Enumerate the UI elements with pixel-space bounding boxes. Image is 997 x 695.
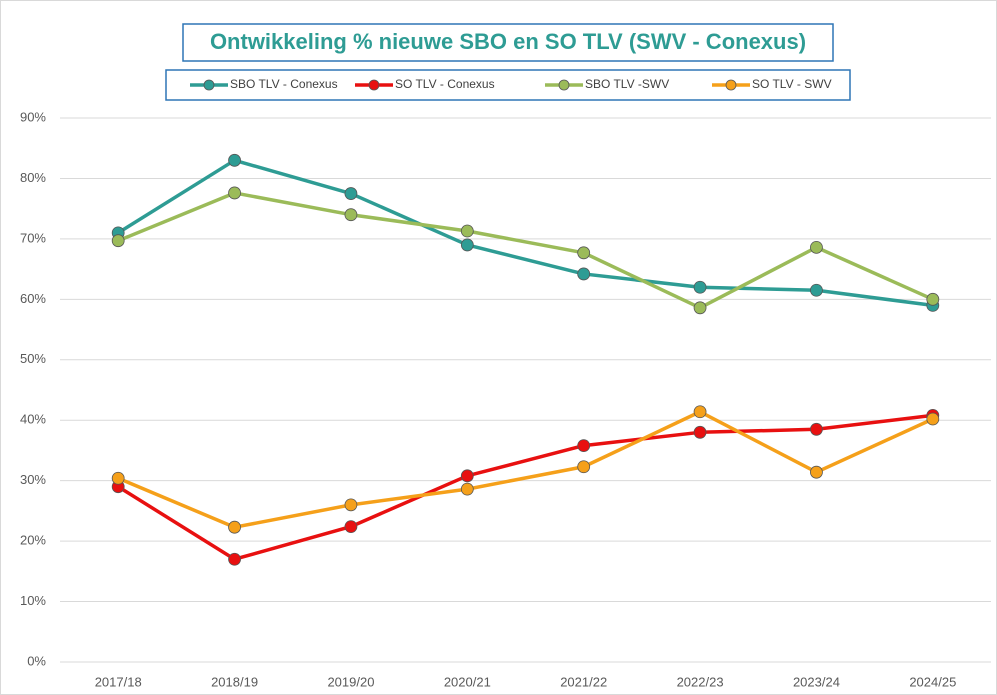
y-tick-label: 30% <box>20 472 46 487</box>
y-tick-label: 70% <box>20 230 46 245</box>
data-point <box>926 292 940 306</box>
data-point <box>810 422 823 436</box>
legend-marker <box>203 79 215 91</box>
data-point <box>228 153 241 167</box>
legend-marker <box>368 79 380 91</box>
series-line <box>117 413 934 561</box>
x-tick-label: 2020/21 <box>444 674 491 689</box>
y-tick-label: 20% <box>20 533 46 548</box>
data-point <box>577 267 591 281</box>
y-tick-label: 80% <box>20 170 46 185</box>
legend-label: SBO TLV -SWV <box>585 77 669 91</box>
legend-label: SO TLV - Conexus <box>395 77 495 91</box>
series-line <box>117 191 934 310</box>
data-point <box>693 405 707 419</box>
legend-label: SBO TLV - Conexus <box>230 77 338 91</box>
data-point <box>460 482 474 496</box>
data-point <box>460 224 474 238</box>
x-tick-label: 2017/18 <box>95 674 142 689</box>
x-tick-label: 2024/25 <box>909 674 956 689</box>
data-point <box>228 552 241 566</box>
data-point <box>693 280 707 294</box>
data-point <box>344 520 358 534</box>
data-point <box>810 283 823 297</box>
data-point <box>344 498 358 512</box>
data-point <box>577 460 591 474</box>
data-point <box>926 412 940 426</box>
data-point <box>228 520 241 534</box>
series-line <box>117 158 934 308</box>
series-line <box>117 410 934 529</box>
x-tick-label: 2023/24 <box>793 674 840 689</box>
data-point <box>111 471 125 485</box>
data-point <box>228 186 241 200</box>
data-point <box>344 187 358 200</box>
data-point <box>111 234 125 248</box>
data-point <box>810 465 823 479</box>
data-point <box>460 238 474 252</box>
y-tick-label: 10% <box>20 593 46 608</box>
y-tick-label: 40% <box>20 412 46 427</box>
y-tick-label: 90% <box>20 109 46 124</box>
legend-label: SO TLV - SWV <box>752 77 832 91</box>
x-tick-label: 2021/22 <box>560 674 607 689</box>
x-tick-label: 2022/23 <box>677 674 724 689</box>
data-point <box>460 469 474 483</box>
chart-title: Ontwikkeling % nieuwe SBO en SO TLV (SWV… <box>210 29 806 54</box>
y-tick-label: 50% <box>20 351 46 366</box>
data-point <box>693 425 707 439</box>
data-point <box>810 240 823 254</box>
data-point <box>577 246 591 260</box>
legend-marker <box>725 79 737 91</box>
legend-marker <box>558 79 570 91</box>
title-box <box>182 23 834 62</box>
x-tick-label: 2018/19 <box>211 674 258 689</box>
data-point <box>577 439 591 453</box>
x-tick-label: 2019/20 <box>327 674 374 689</box>
data-point <box>344 208 358 222</box>
data-point <box>693 301 707 315</box>
y-tick-label: 60% <box>20 291 46 306</box>
y-tick-label: 0% <box>27 653 46 668</box>
